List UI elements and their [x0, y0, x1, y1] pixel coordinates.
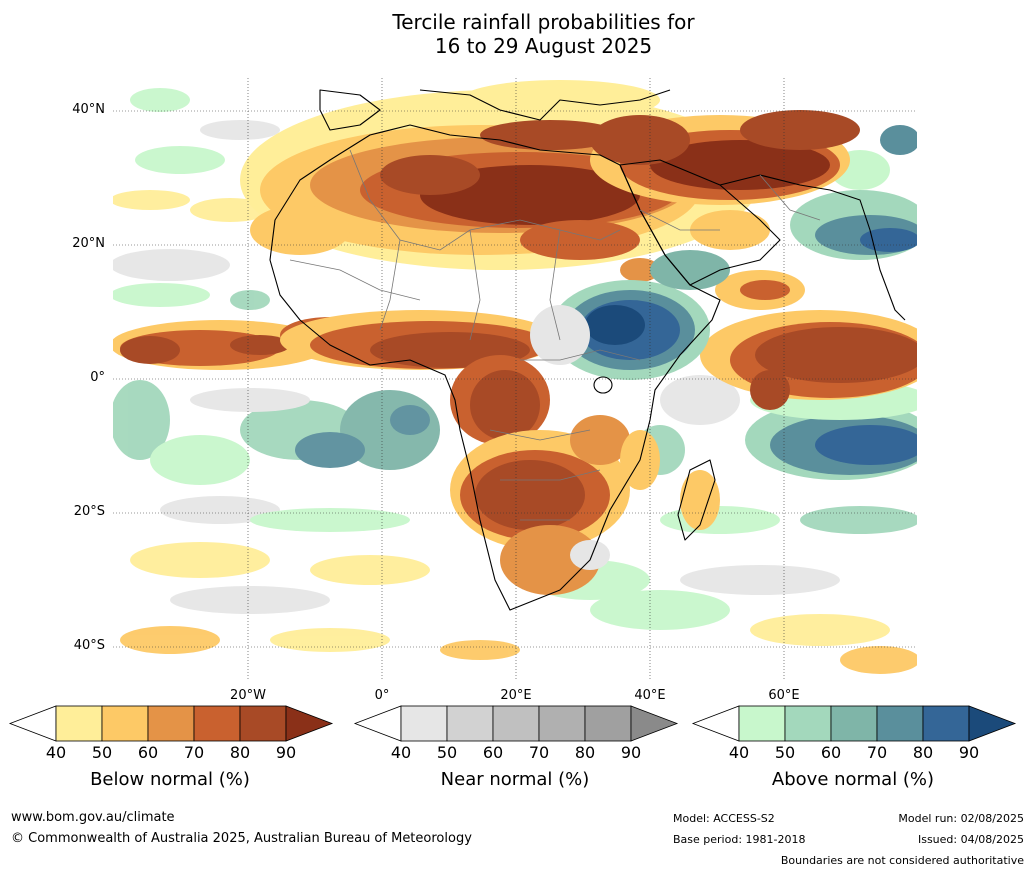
- lon-label-60e: 60°E: [768, 688, 800, 703]
- below-colorbar-tick: 60: [137, 743, 159, 762]
- above-colorbar-max-arrow: [968, 705, 1017, 742]
- below-colorbar-segment: [239, 705, 287, 742]
- above-colorbar-tick: 90: [958, 743, 980, 762]
- title-line-2: 16 to 29 August 2025: [434, 34, 653, 58]
- below-colorbar-segment: [193, 705, 241, 742]
- below-colorbar-tick: 90: [275, 743, 297, 762]
- near-colorbar-tick: 50: [436, 743, 458, 762]
- title-line-1: Tercile rainfall probabilities for: [392, 10, 695, 34]
- above-colorbar-tick: 80: [912, 743, 934, 762]
- below-colorbar-tick: 50: [91, 743, 113, 762]
- near-colorbar-max-arrow: [630, 705, 679, 742]
- lat-label-20n: 20°N: [72, 236, 105, 251]
- below-colorbar-segment: [55, 705, 103, 742]
- near-colorbar-tick: 40: [390, 743, 412, 762]
- above-colorbar-segment: [830, 705, 878, 742]
- indian-ocean-below-normal: [700, 270, 917, 410]
- near-normal-title: Near normal (%): [440, 769, 590, 790]
- lon-label-40e: 40°E: [634, 688, 666, 703]
- lat-label-0: 0°: [90, 370, 105, 385]
- copyright-text: © Commonwealth of Australia 2025, Austra…: [11, 831, 472, 846]
- above-colorbar-tick: 50: [774, 743, 796, 762]
- ocean-patches: [113, 88, 917, 674]
- near-colorbar-min-arrow: [353, 705, 402, 742]
- below-colorbar-max-arrow: [285, 705, 334, 742]
- boundaries-disclaimer: Boundaries are not considered authoritat…: [780, 854, 1024, 867]
- southern-africa-below-normal: [450, 415, 720, 595]
- above-colorbar-segment: [922, 705, 970, 742]
- model-name: Model: ACCESS-S2: [673, 812, 775, 825]
- near-colorbar-segment: [584, 705, 632, 742]
- below-colorbar-tick: 70: [183, 743, 205, 762]
- above-colorbar-segment: [738, 705, 786, 742]
- near-colorbar-segment: [446, 705, 494, 742]
- below-colorbar-segment: [101, 705, 149, 742]
- base-period: Base period: 1981-2018: [673, 833, 806, 846]
- model-run-date: Model run: 02/08/2025: [898, 812, 1024, 825]
- below-normal-title: Below normal (%): [90, 769, 250, 790]
- chart-title: Tercile rainfall probabilities for 16 to…: [0, 10, 1035, 58]
- above-normal-title: Above normal (%): [771, 769, 935, 790]
- lon-label-20e: 20°E: [500, 688, 532, 703]
- below-colorbar-segment: [147, 705, 195, 742]
- lat-label-40s: 40°S: [73, 638, 105, 653]
- above-colorbar-tick: 70: [866, 743, 888, 762]
- below-colorbar-tick: 40: [45, 743, 67, 762]
- above-colorbar-tick: 40: [728, 743, 750, 762]
- lat-label-40n: 40°N: [72, 102, 105, 117]
- lat-label-20s: 20°S: [73, 504, 105, 519]
- country-borders: [289, 149, 821, 521]
- above-colorbar-segment: [784, 705, 832, 742]
- near-colorbar-tick: 80: [574, 743, 596, 762]
- lon-label-0: 0°: [374, 688, 390, 703]
- near-colorbar-tick: 90: [620, 743, 642, 762]
- near-colorbar-segment: [538, 705, 586, 742]
- gridlines: [113, 78, 917, 681]
- coastlines: [269, 89, 906, 611]
- colorbars: [8, 705, 1017, 742]
- above-colorbar-segment: [876, 705, 924, 742]
- near-colorbar-tick: 60: [482, 743, 504, 762]
- near-colorbar-tick: 70: [528, 743, 550, 762]
- above-colorbar-tick: 60: [820, 743, 842, 762]
- west-central-africa-below-normal: [280, 310, 560, 445]
- below-colorbar-tick: 80: [229, 743, 251, 762]
- above-colorbar-min-arrow: [691, 705, 740, 742]
- website-link[interactable]: www.bom.gov.au/climate: [11, 810, 175, 825]
- lon-label-20w: 20°W: [230, 688, 266, 703]
- near-colorbar-segment: [492, 705, 540, 742]
- east-africa-above-normal: [530, 250, 730, 380]
- issued-date: Issued: 04/08/2025: [917, 833, 1024, 846]
- near-colorbar-segment: [400, 705, 448, 742]
- below-colorbar-min-arrow: [8, 705, 57, 742]
